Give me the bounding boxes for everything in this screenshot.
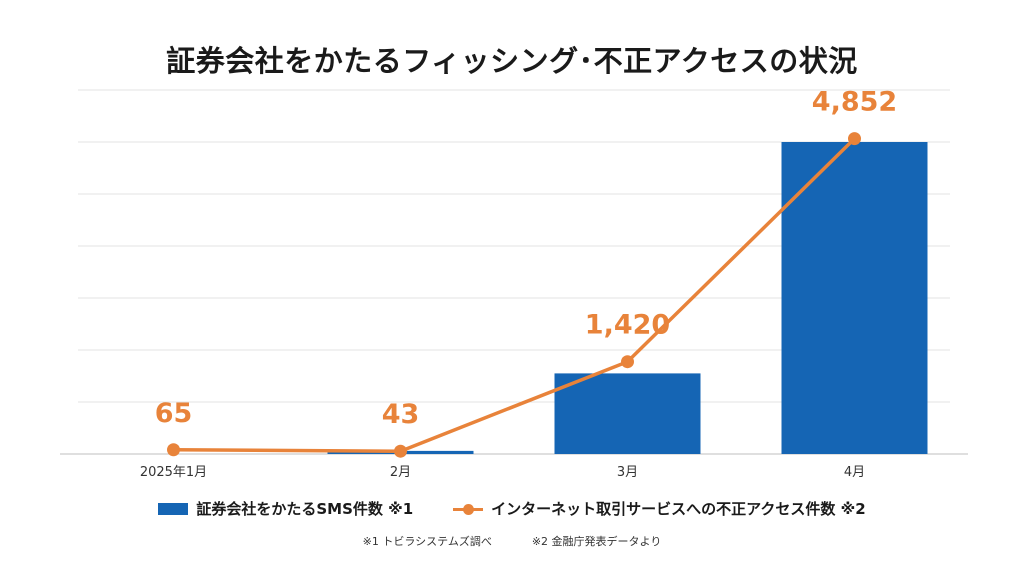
x-tick-label: 3月 bbox=[617, 465, 638, 480]
data-labels: 65 43 1,420 4,852 bbox=[155, 87, 897, 430]
data-label: 65 bbox=[155, 398, 193, 429]
footnote-2: ※2 金融庁発表データより bbox=[531, 535, 662, 548]
legend-item-access: インターネット取引サービスへの不正アクセス件数 ※2 bbox=[453, 498, 866, 519]
line-point bbox=[848, 132, 861, 146]
line-point bbox=[621, 355, 634, 369]
x-tick-label: 2月 bbox=[390, 465, 411, 480]
footnote-1: ※1 トビラシステムズ調べ bbox=[362, 535, 492, 548]
legend-bar-label: 証券会社をかたるSMS件数 ※1 bbox=[196, 500, 414, 518]
bar bbox=[781, 142, 928, 454]
data-label: 1,420 bbox=[585, 310, 670, 341]
footnotes: ※1 トビラシステムズ調べ ※2 金融庁発表データより bbox=[0, 533, 1024, 549]
legend: 証券会社をかたるSMS件数 ※1 インターネット取引サービスへの不正アクセス件数… bbox=[0, 498, 1024, 519]
bar bbox=[554, 373, 701, 454]
series-line bbox=[173, 137, 856, 453]
legend-line-label: インターネット取引サービスへの不正アクセス件数 ※2 bbox=[491, 500, 866, 518]
x-tick-label: 4月 bbox=[844, 465, 865, 480]
line-point bbox=[394, 444, 407, 458]
legend-bar-swatch bbox=[158, 502, 189, 515]
grid-lines bbox=[60, 89, 968, 455]
data-label: 43 bbox=[382, 399, 420, 430]
data-label: 4,852 bbox=[812, 87, 897, 118]
x-axis-ticks: 2025年1月 2月 3月 4月 bbox=[140, 465, 865, 480]
line-point bbox=[167, 443, 180, 457]
line-series bbox=[167, 132, 861, 458]
chart-title: 証券会社をかたるフィッシング･不正アクセスの状況 bbox=[166, 44, 858, 78]
legend-line-swatch bbox=[453, 503, 484, 515]
x-tick-label: 2025年1月 bbox=[140, 465, 207, 480]
legend-item-sms: 証券会社をかたるSMS件数 ※1 bbox=[158, 498, 413, 519]
